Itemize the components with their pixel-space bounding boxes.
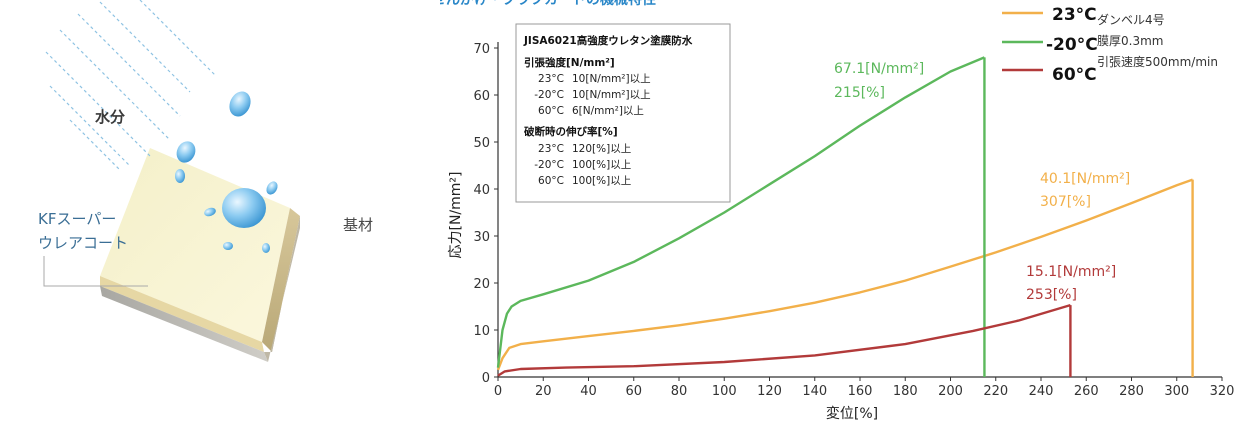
x-tick-label: 260 [1074,384,1099,399]
legend: 23°C -20°C 60°C ダンベル4号 膜厚0.3mm 引張速度500mm… [1002,5,1218,85]
stress-strain-chart: せんがけ・ブラフカードの機械特性 0 20 40 60 80 100 120 140 160 18… [440,0,1234,421]
x-tick-label: 20 [535,384,552,399]
water-droplets-icon [175,91,278,253]
legend-note-1: 膜厚0.3mm [1097,34,1163,48]
x-tick-label: 0 [494,384,502,399]
tensile-heading: 引張強度[N/mm²] [524,56,615,69]
substrate-block [100,148,300,362]
annotation-stress-23c: 40.1[N/mm²] [1040,171,1130,187]
x-tick-label: 40 [580,384,597,399]
y-tick-label: 40 [473,183,490,198]
jis-standard-box: JISA6021高強度ウレタン塗膜防水 引張強度[N/mm²] 23°C 10[… [515,23,731,203]
elong-val-2: 100[%]以上 [572,175,631,187]
base-label: 基材 [343,216,373,234]
x-tick-label: 140 [802,384,827,399]
y-axis-title: 応力[N/mm²] [448,171,464,258]
tensile-val-0: 10[N/mm²]以上 [572,73,651,85]
annotation-stress-60c: 15.1[N/mm²] [1026,264,1116,280]
legend-label-60c: 60°C [1052,65,1097,85]
elong-val-1: 100[%]以上 [572,159,631,171]
x-axis-title: 変位[%] [826,405,878,421]
coat-label-line2: ウレアコート [38,234,128,252]
tensile-temp-1: -20°C [534,89,564,101]
y-tick-label: 50 [473,136,490,151]
annotation-elongation-minus20c: 215[%] [834,85,885,101]
rain-streaks [45,0,216,171]
x-tick-label: 120 [757,384,782,399]
x-tick-label: 60 [625,384,642,399]
axes: 0 20 40 60 80 100 120 140 160 180 200 220 240 260 280 3… [473,42,1234,399]
series-lines [496,56,1194,377]
x-tick-label: 180 [893,384,918,399]
tensile-temp-0: 23°C [538,73,564,85]
x-tick-label: 320 [1210,384,1235,399]
y-tick-label: 0 [482,371,490,386]
elong-heading: 破断時の伸び率[%] [524,125,618,138]
x-tick-label: 220 [983,384,1008,399]
elong-temp-2: 60°C [538,175,564,187]
coating-illustration: 水分 KFスーパー ウレアコート 基材 [38,0,373,362]
elong-temp-1: -20°C [534,159,564,171]
coat-leader-line [43,256,148,287]
tensile-temp-2: 60°C [538,105,564,117]
series-line-23c [496,178,1194,371]
series-line-minus20c [496,56,985,368]
x-tick-label: 280 [1119,384,1144,399]
elong-val-0: 120[%]以上 [572,143,631,155]
x-tick-label: 200 [938,384,963,399]
series-line-60c [497,303,1071,377]
legend-note-2: 引張速度500mm/min [1097,54,1218,69]
y-tick-label: 20 [473,277,490,292]
annotations: 40.1[N/mm²] 307[%] 67.1[N/mm²] 215[%] 15.1[N… [834,61,1130,303]
y-tick-label: 60 [473,89,490,104]
x-tick-label: 80 [671,384,688,399]
x-tick-label: 100 [712,384,737,399]
legend-note-0: ダンベル4号 [1097,12,1165,27]
annotation-elongation-23c: 307[%] [1040,194,1091,210]
legend-label-minus20c: -20°C [1046,35,1098,55]
water-label: 水分 [95,108,125,126]
legend-label-23c: 23°C [1052,5,1097,25]
x-tick-label: 300 [1164,384,1189,399]
annotation-elongation-60c: 253[%] [1026,287,1077,303]
coat-label-line1: KFスーパー [38,210,116,228]
chart-title-fragment: せんがけ・ブラフカードの機械特性 [440,0,656,8]
y-tick-label: 10 [473,324,490,339]
x-tick-label: 160 [848,384,873,399]
elong-temp-0: 23°C [538,143,564,155]
tensile-val-2: 6[N/mm²]以上 [572,105,644,117]
y-tick-label: 30 [473,230,490,245]
y-tick-label: 70 [473,42,490,57]
tensile-val-1: 10[N/mm²]以上 [572,89,651,101]
x-tick-label: 240 [1029,384,1054,399]
annotation-stress-minus20c: 67.1[N/mm²] [834,61,924,77]
box-title: JISA6021高強度ウレタン塗膜防水 [523,34,693,47]
